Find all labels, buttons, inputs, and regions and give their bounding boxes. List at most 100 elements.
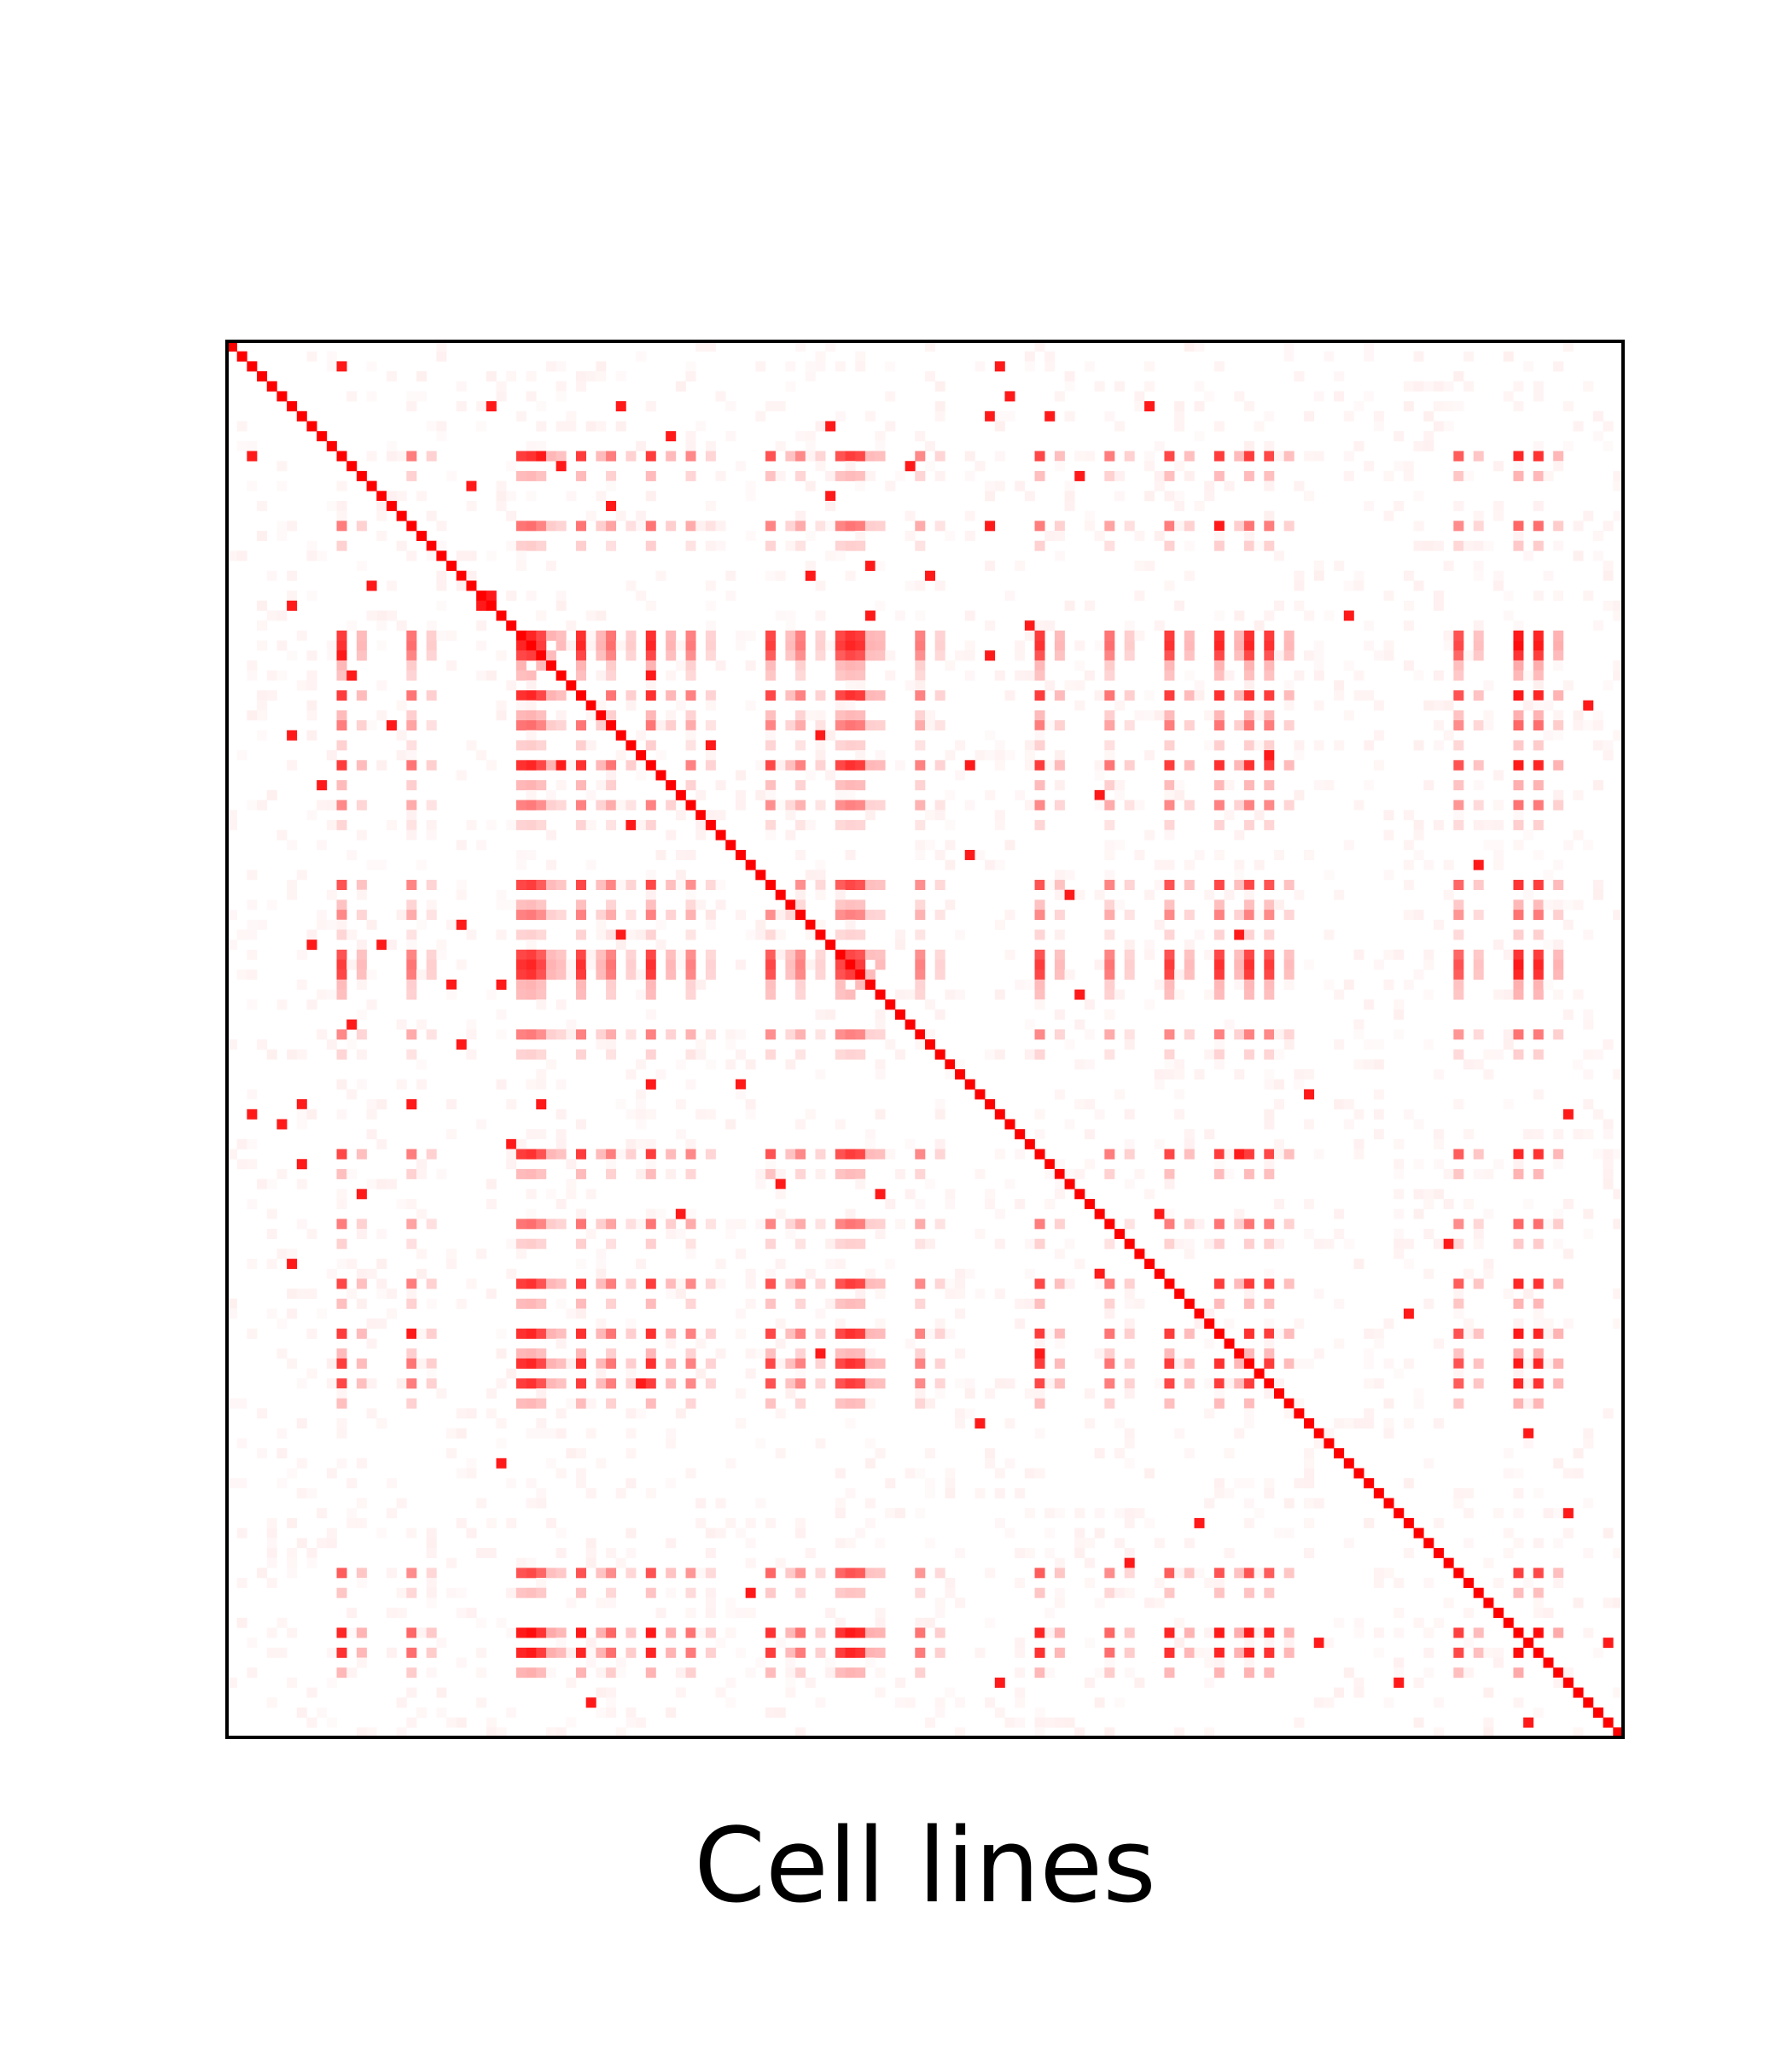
heatmap-cell [915,1617,926,1628]
heatmap-cell [1573,421,1584,432]
heatmap-cell [765,720,777,731]
heatmap-cell [685,1278,696,1289]
heatmap-cell [1034,710,1045,721]
heatmap-cell [835,1647,846,1658]
heatmap-cell [1403,1238,1414,1249]
heatmap-cell [765,640,777,651]
heatmap-cell [536,880,547,891]
heatmap-cell [336,1348,347,1359]
heatmap-cell [1104,1029,1115,1040]
heatmap-cell [1343,710,1354,721]
heatmap-cell [785,1328,796,1339]
heatmap-cell [596,949,607,960]
heatmap-cell [795,1168,806,1179]
heatmap-cell [1124,1547,1135,1558]
heatmap-cell [336,959,347,970]
heatmap-cell [1004,1457,1015,1469]
heatmap-cell [1164,690,1175,701]
heatmap-cell [885,1508,896,1519]
heatmap-cell [356,1457,367,1469]
heatmap-cell [1313,451,1324,462]
heatmap-plot-area [225,340,1625,1739]
heatmap-cell [1294,789,1305,800]
heatmap-cell-diagonal [1343,1457,1354,1469]
heatmap-cell [905,461,916,472]
heatmap-cell [675,949,686,960]
heatmap-cell [556,381,567,392]
heatmap-cell [1034,640,1045,651]
heatmap-cell [785,1687,796,1698]
heatmap-cell [1283,880,1295,891]
heatmap-cell [715,1498,726,1509]
heatmap-cell [894,1219,905,1230]
heatmap-cell [545,1219,556,1230]
heatmap-cell [506,1138,517,1149]
heatmap-cell [1015,1697,1026,1708]
heatmap-cell [1533,800,1544,811]
heatmap-cell [606,1378,617,1389]
heatmap-cell [845,819,856,830]
heatmap-cell [765,660,777,671]
heatmap-cell [1453,540,1464,551]
heatmap-cell [276,461,288,472]
heatmap-cell [1213,710,1225,721]
heatmap-cell [247,1159,258,1170]
heatmap-cell [346,1039,358,1050]
heatmap-cell [1064,500,1075,511]
heatmap-cell [1194,1568,1205,1579]
heatmap-cell [506,1268,517,1279]
heatmap-cell [576,1358,586,1369]
heatmap-cell [1533,1168,1544,1179]
heatmap-cell [1553,1578,1564,1589]
heatmap-cell [666,521,677,532]
heatmap-cell [326,989,337,1000]
heatmap-cell [1423,540,1434,551]
heatmap-cell [486,989,497,1000]
heatmap-cell [636,1408,647,1419]
heatmap-cell [1513,1049,1524,1060]
heatmap-cell [486,819,497,830]
heatmap-cell [1184,1328,1195,1339]
heatmap-cell [346,1667,358,1679]
heatmap-cell [1513,1697,1524,1708]
heatmap-cell [536,1627,547,1638]
heatmap-cell [1413,1208,1424,1219]
heatmap-cell [934,720,945,731]
heatmap-cell [1224,810,1235,821]
heatmap-cell [1084,451,1095,462]
heatmap-cell [1164,660,1175,671]
heatmap-cell [685,1029,696,1040]
heatmap-cell-diagonal [864,979,876,990]
heatmap-cell [864,720,876,731]
heatmap-cell [1592,1647,1603,1658]
heatmap-cell [1164,1348,1175,1359]
heatmap-cell [1562,919,1574,930]
heatmap-cell [835,1627,846,1638]
heatmap-cell [855,710,866,721]
heatmap-cell [1104,660,1115,671]
heatmap-cell [566,1677,577,1688]
heatmap-cell [1034,800,1045,811]
heatmap-cell [1533,989,1544,1000]
heatmap-cell [1054,690,1065,701]
heatmap-cell [955,1597,966,1609]
heatmap-cell [625,969,637,980]
heatmap-cell [1483,1268,1494,1279]
heatmap-cell [1603,1039,1614,1050]
heatmap-cell [1553,361,1564,372]
heatmap-cell [1603,1149,1614,1160]
heatmap-cell [685,899,696,911]
heatmap-cell [1364,500,1375,511]
heatmap-cell [645,1398,656,1409]
heatmap-cell [625,1568,637,1579]
heatmap-cell [1104,1009,1115,1020]
heatmap-cell [915,849,926,860]
heatmap-cell [336,969,347,980]
heatmap-cell [835,780,846,791]
heatmap-cell [526,1557,537,1568]
heatmap-cell [1423,1457,1434,1469]
heatmap-cell [845,1278,856,1289]
heatmap-cell [765,819,777,830]
heatmap-cell [1283,650,1295,661]
heatmap-cell [536,1647,547,1658]
